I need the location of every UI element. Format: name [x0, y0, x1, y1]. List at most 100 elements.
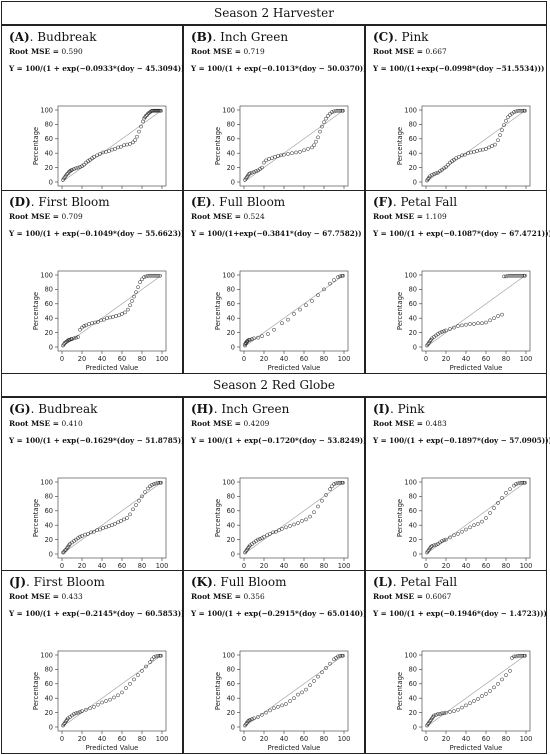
- y-tick-label: 100: [404, 478, 417, 486]
- y-tick-label: 60: [409, 507, 417, 515]
- y-tick-label: 40: [409, 150, 417, 158]
- model-equation-text: Y = 100/(1 + exp(−0.1629*(doy − 51.8785)…: [9, 436, 188, 445]
- data-point: [90, 321, 94, 326]
- data-point: [472, 523, 476, 528]
- data-point: [320, 498, 324, 503]
- x-tick-label: 40: [280, 735, 288, 743]
- data-point: [452, 533, 456, 538]
- data-point: [92, 154, 96, 159]
- y-tick-label: 80: [409, 286, 417, 294]
- y-tick-label: 0: [49, 550, 53, 558]
- panel-stage: . Pink: [389, 402, 425, 416]
- section-header-red-globe: Season 2 Red Globe: [1, 373, 547, 397]
- x-tick-label: 100: [156, 355, 169, 363]
- data-point: [436, 712, 440, 716]
- data-point: [438, 330, 442, 335]
- root-mse-value: 0.719: [243, 47, 265, 56]
- y-axis-label: Percentage: [214, 672, 222, 710]
- data-point: [61, 550, 65, 555]
- data-point: [442, 538, 446, 543]
- x-tick-label: 0: [60, 735, 64, 743]
- root-mse-label: Root MSE =: [9, 212, 62, 221]
- data-point: [310, 299, 314, 303]
- panel-title: (I). Pink: [373, 402, 425, 416]
- x-axis-label: Predicted Value: [450, 744, 503, 752]
- data-point: [341, 273, 345, 278]
- x-tick-label: 40: [280, 562, 288, 570]
- data-point: [476, 697, 480, 701]
- data-point: [446, 162, 450, 167]
- data-point: [264, 158, 268, 163]
- data-point: [434, 542, 438, 547]
- data-point: [460, 323, 464, 328]
- root-mse-label: Root MSE =: [9, 592, 62, 601]
- panel-letter: (A): [9, 30, 30, 44]
- y-tick-label: 20: [409, 329, 417, 337]
- panel-stage: . Budbreak: [29, 30, 97, 44]
- y-tick-label: 0: [413, 178, 417, 186]
- data-point: [126, 307, 130, 312]
- data-point: [82, 324, 86, 328]
- panel-stage: . Pink: [393, 30, 429, 44]
- data-point: [284, 702, 288, 706]
- data-point: [514, 654, 518, 659]
- data-point: [158, 480, 162, 485]
- root-mse-value: 0.356: [243, 592, 265, 601]
- reference-line: [243, 654, 345, 728]
- panel-stage: . Petal Fall: [392, 575, 458, 589]
- data-point: [272, 706, 276, 711]
- data-point: [328, 661, 332, 666]
- reference-line: [243, 109, 345, 183]
- data-point: [330, 484, 334, 489]
- x-tick-label: 0: [60, 562, 64, 570]
- data-point: [492, 685, 496, 690]
- data-point: [516, 108, 520, 113]
- data-point: [500, 312, 504, 317]
- panel-title: (C). Pink: [373, 30, 428, 44]
- data-point: [480, 694, 484, 698]
- data-point: [111, 314, 115, 319]
- data-point: [152, 482, 156, 487]
- data-point: [452, 325, 456, 330]
- y-tick-label: 100: [40, 478, 53, 486]
- data-point: [78, 165, 82, 169]
- data-point: [518, 273, 522, 278]
- panel-letter: (I): [373, 402, 390, 416]
- x-tick-label: 80: [320, 735, 328, 743]
- x-tick-label: 20: [78, 735, 86, 743]
- data-point: [246, 338, 250, 343]
- x-tick-label: 60: [482, 355, 490, 363]
- x-tick-label: 40: [98, 735, 106, 743]
- y-tick-label: 80: [45, 493, 53, 501]
- model-equation: Y = 100/(1 + exp(−0.1629*(doy − 51.8785)…: [9, 436, 188, 445]
- model-equation-text: Y = 100/(1 + exp(−0.1897*(doy − 57.0905)…: [373, 436, 550, 445]
- x-tick-label: 40: [462, 735, 470, 743]
- chart-panel: (D). First Bloom Root MSE = 0.709 Y = 100/…: [1, 190, 188, 374]
- data-point: [518, 108, 522, 113]
- data-point: [508, 668, 512, 673]
- data-point: [463, 152, 467, 157]
- reference-line: [425, 109, 527, 183]
- data-point: [146, 273, 150, 278]
- data-point: [296, 521, 300, 525]
- data-point: [452, 709, 456, 714]
- root-mse-label: Root MSE =: [373, 212, 426, 221]
- x-tick-label: 20: [260, 735, 268, 743]
- y-axis-label: Percentage: [396, 127, 404, 165]
- data-point: [123, 310, 127, 315]
- x-tick-label: 100: [520, 562, 533, 570]
- data-point: [284, 525, 288, 530]
- root-mse-label: Root MSE =: [191, 592, 244, 601]
- data-point: [66, 338, 70, 343]
- panel-title: (J). First Bloom: [9, 575, 105, 589]
- data-point: [464, 703, 468, 708]
- y-tick-label: 60: [227, 135, 235, 143]
- data-point: [134, 290, 138, 295]
- data-point: [72, 336, 76, 341]
- data-point: [107, 524, 111, 528]
- section-title: Season 2 Harvester: [214, 6, 334, 20]
- data-point: [469, 150, 473, 155]
